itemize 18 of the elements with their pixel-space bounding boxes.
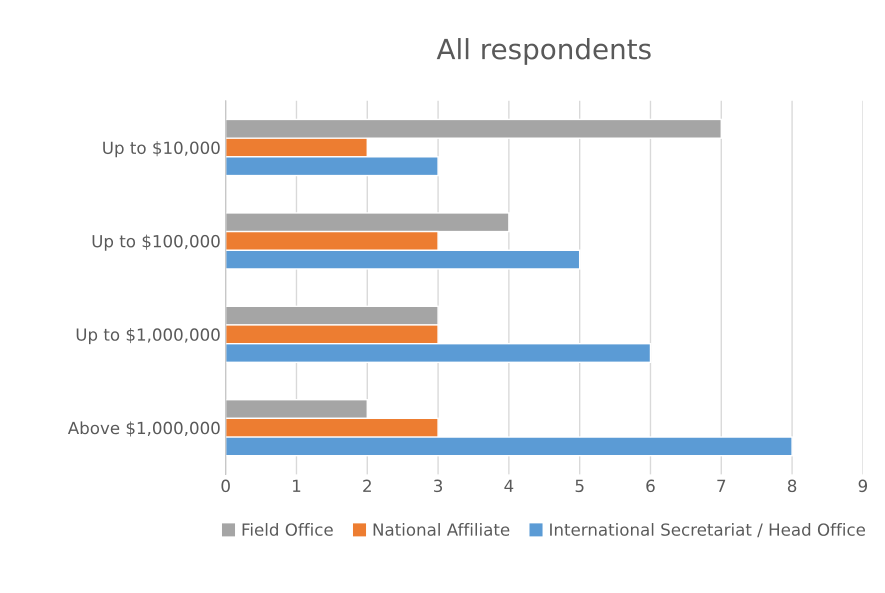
x-tick-label: 8 xyxy=(788,480,796,492)
y-tick-label: Up to $1,000,000 xyxy=(76,328,220,344)
y-tick-label: Up to $100,000 xyxy=(92,234,220,251)
x-tick-label: 6 xyxy=(646,480,655,492)
y-tick-label: Above $1,000,000 xyxy=(68,421,220,436)
x-tick-label: 2 xyxy=(363,480,371,492)
x-tick-label: 1 xyxy=(293,480,300,492)
x-tick-label: 9 xyxy=(858,480,868,492)
y-tick-label: Up to $10,000 xyxy=(103,141,220,158)
x-tick-label: 0 xyxy=(221,480,230,492)
chart-title: All respondents xyxy=(436,38,651,65)
x-tick-label: 3 xyxy=(434,480,442,492)
legend-label: International Secretariat / Head Office xyxy=(550,523,865,538)
x-tick-label: 7 xyxy=(717,480,726,492)
x-tick-label: 4 xyxy=(504,480,514,492)
legend-label: Field Office xyxy=(242,523,333,536)
x-tick-label: 5 xyxy=(576,480,584,492)
legend-label: National Affiliate xyxy=(374,523,510,536)
